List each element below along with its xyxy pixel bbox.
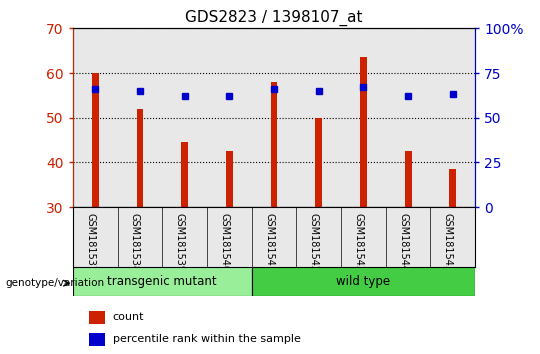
Bar	[252, 267, 475, 296]
Text: genotype/variation: genotype/variation	[5, 278, 105, 288]
Bar	[137, 109, 143, 207]
Text: GSM181542: GSM181542	[309, 213, 319, 272]
Text: count: count	[113, 312, 144, 322]
Text: percentile rank within the sample: percentile rank within the sample	[113, 335, 301, 344]
Text: GSM181541: GSM181541	[264, 213, 274, 272]
Bar	[226, 151, 233, 207]
Bar	[89, 311, 105, 324]
Bar	[92, 73, 99, 207]
Text: GSM181544: GSM181544	[398, 213, 408, 272]
Text: GSM181537: GSM181537	[85, 213, 95, 272]
Text: wild type: wild type	[336, 275, 390, 288]
Bar	[449, 169, 456, 207]
Bar	[405, 151, 411, 207]
Text: GSM181538: GSM181538	[130, 213, 140, 272]
Bar	[89, 333, 105, 346]
Title: GDS2823 / 1398107_at: GDS2823 / 1398107_at	[185, 9, 363, 25]
Text: GSM181539: GSM181539	[174, 213, 185, 272]
Bar	[73, 267, 252, 296]
Bar	[181, 142, 188, 207]
Text: transgenic mutant: transgenic mutant	[107, 275, 217, 288]
Bar	[315, 118, 322, 207]
Text: GSM181543: GSM181543	[354, 213, 363, 272]
Bar	[271, 82, 278, 207]
Text: GSM181545: GSM181545	[443, 213, 453, 272]
Bar	[360, 57, 367, 207]
Text: GSM181540: GSM181540	[219, 213, 230, 272]
